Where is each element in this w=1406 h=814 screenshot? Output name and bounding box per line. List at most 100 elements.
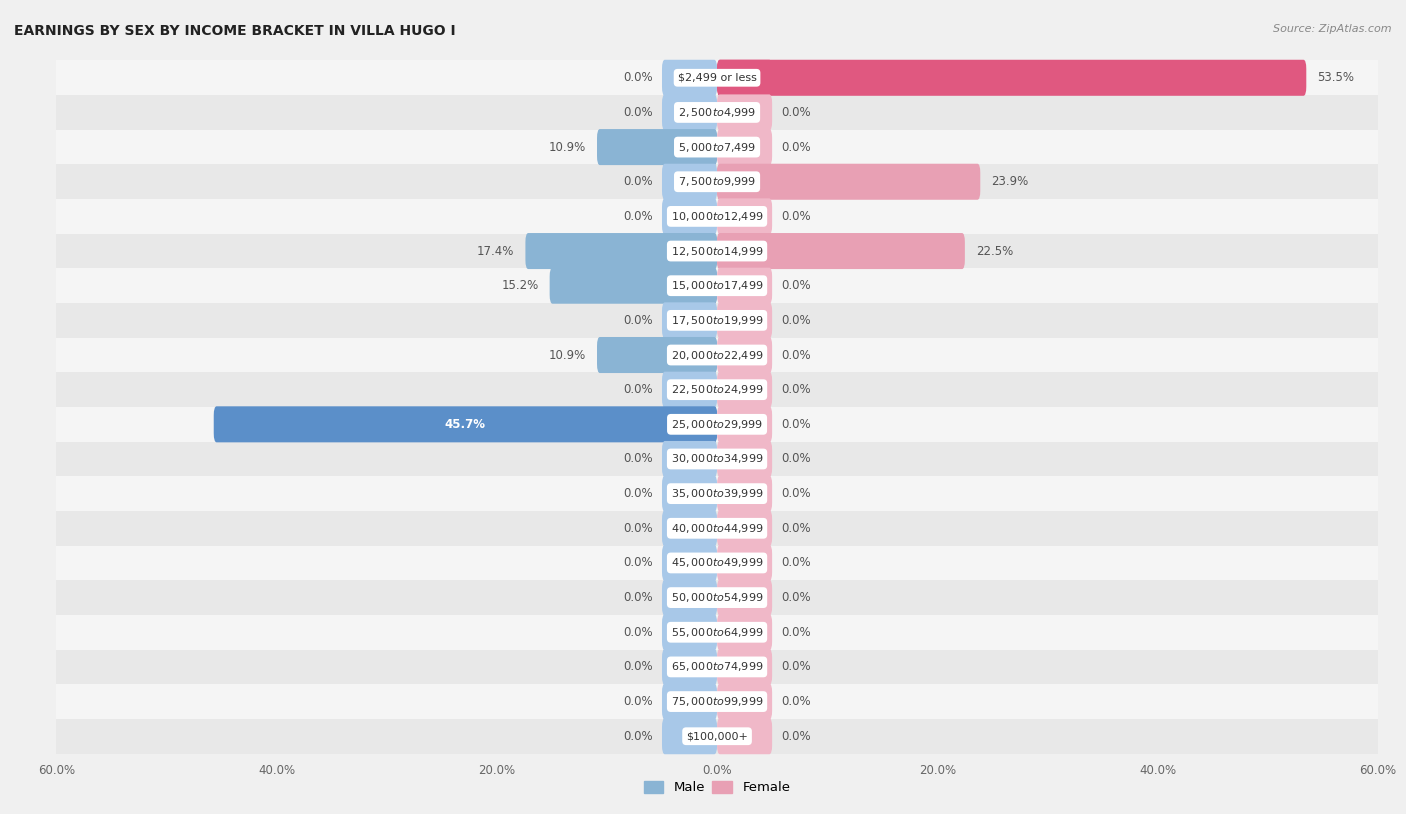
Text: 0.0%: 0.0% [780, 279, 811, 292]
Text: $35,000 to $39,999: $35,000 to $39,999 [671, 487, 763, 500]
FancyBboxPatch shape [56, 442, 1378, 476]
FancyBboxPatch shape [662, 59, 717, 96]
FancyBboxPatch shape [662, 510, 717, 546]
Text: 0.0%: 0.0% [623, 72, 654, 85]
FancyBboxPatch shape [56, 129, 1378, 164]
FancyBboxPatch shape [598, 129, 717, 165]
FancyBboxPatch shape [717, 649, 772, 685]
Text: 10.9%: 10.9% [548, 348, 586, 361]
Text: $5,000 to $7,499: $5,000 to $7,499 [678, 141, 756, 154]
Text: 0.0%: 0.0% [623, 314, 654, 327]
Text: 0.0%: 0.0% [780, 487, 811, 500]
Text: 0.0%: 0.0% [780, 695, 811, 708]
Text: 0.0%: 0.0% [780, 522, 811, 535]
Text: $2,500 to $4,999: $2,500 to $4,999 [678, 106, 756, 119]
Text: 0.0%: 0.0% [780, 314, 811, 327]
FancyBboxPatch shape [56, 338, 1378, 372]
FancyBboxPatch shape [662, 199, 717, 234]
FancyBboxPatch shape [717, 164, 980, 199]
Text: $10,000 to $12,499: $10,000 to $12,499 [671, 210, 763, 223]
Text: Source: ZipAtlas.com: Source: ZipAtlas.com [1274, 24, 1392, 34]
FancyBboxPatch shape [717, 718, 772, 755]
Text: $30,000 to $34,999: $30,000 to $34,999 [671, 453, 763, 466]
FancyBboxPatch shape [56, 60, 1378, 95]
FancyBboxPatch shape [56, 407, 1378, 442]
FancyBboxPatch shape [662, 129, 717, 165]
Text: 0.0%: 0.0% [780, 660, 811, 673]
FancyBboxPatch shape [717, 59, 1306, 96]
FancyBboxPatch shape [662, 615, 717, 650]
Text: 0.0%: 0.0% [623, 626, 654, 639]
Text: $17,500 to $19,999: $17,500 to $19,999 [671, 314, 763, 327]
Text: 0.0%: 0.0% [623, 175, 654, 188]
FancyBboxPatch shape [717, 684, 772, 720]
Text: $40,000 to $44,999: $40,000 to $44,999 [671, 522, 763, 535]
Text: 0.0%: 0.0% [780, 383, 811, 396]
FancyBboxPatch shape [56, 303, 1378, 338]
Text: 53.5%: 53.5% [1317, 72, 1354, 85]
FancyBboxPatch shape [662, 718, 717, 755]
Text: 0.0%: 0.0% [623, 729, 654, 742]
Text: $15,000 to $17,499: $15,000 to $17,499 [671, 279, 763, 292]
FancyBboxPatch shape [717, 545, 772, 581]
FancyBboxPatch shape [662, 684, 717, 720]
Text: $65,000 to $74,999: $65,000 to $74,999 [671, 660, 763, 673]
FancyBboxPatch shape [717, 233, 772, 269]
Text: 10.9%: 10.9% [548, 141, 586, 154]
FancyBboxPatch shape [717, 199, 772, 234]
FancyBboxPatch shape [662, 372, 717, 408]
FancyBboxPatch shape [717, 268, 772, 304]
FancyBboxPatch shape [662, 475, 717, 512]
FancyBboxPatch shape [526, 233, 717, 269]
Text: 45.7%: 45.7% [444, 418, 486, 431]
FancyBboxPatch shape [717, 580, 772, 615]
Text: $20,000 to $22,499: $20,000 to $22,499 [671, 348, 763, 361]
Text: 0.0%: 0.0% [623, 453, 654, 466]
FancyBboxPatch shape [56, 511, 1378, 545]
Text: 0.0%: 0.0% [780, 418, 811, 431]
FancyBboxPatch shape [717, 475, 772, 512]
FancyBboxPatch shape [717, 129, 772, 165]
FancyBboxPatch shape [56, 476, 1378, 511]
Text: $7,500 to $9,999: $7,500 to $9,999 [678, 175, 756, 188]
Text: 0.0%: 0.0% [780, 210, 811, 223]
FancyBboxPatch shape [717, 406, 772, 442]
Text: 23.9%: 23.9% [991, 175, 1029, 188]
Text: 0.0%: 0.0% [780, 106, 811, 119]
Text: 0.0%: 0.0% [780, 141, 811, 154]
Text: 0.0%: 0.0% [780, 348, 811, 361]
Text: 0.0%: 0.0% [623, 383, 654, 396]
Text: EARNINGS BY SEX BY INCOME BRACKET IN VILLA HUGO I: EARNINGS BY SEX BY INCOME BRACKET IN VIL… [14, 24, 456, 38]
FancyBboxPatch shape [56, 615, 1378, 650]
Text: 0.0%: 0.0% [623, 522, 654, 535]
FancyBboxPatch shape [717, 233, 965, 269]
Text: $25,000 to $29,999: $25,000 to $29,999 [671, 418, 763, 431]
Text: 0.0%: 0.0% [623, 487, 654, 500]
Text: 0.0%: 0.0% [780, 729, 811, 742]
Text: $100,000+: $100,000+ [686, 731, 748, 742]
FancyBboxPatch shape [662, 441, 717, 477]
FancyBboxPatch shape [717, 615, 772, 650]
Text: 15.2%: 15.2% [502, 279, 538, 292]
FancyBboxPatch shape [717, 59, 772, 96]
Text: 22.5%: 22.5% [976, 244, 1014, 257]
Text: 0.0%: 0.0% [623, 557, 654, 570]
FancyBboxPatch shape [56, 545, 1378, 580]
FancyBboxPatch shape [717, 372, 772, 408]
FancyBboxPatch shape [717, 441, 772, 477]
FancyBboxPatch shape [717, 510, 772, 546]
FancyBboxPatch shape [662, 580, 717, 615]
FancyBboxPatch shape [56, 580, 1378, 615]
Text: $50,000 to $54,999: $50,000 to $54,999 [671, 591, 763, 604]
FancyBboxPatch shape [56, 199, 1378, 234]
Text: 0.0%: 0.0% [623, 695, 654, 708]
Text: 0.0%: 0.0% [780, 626, 811, 639]
FancyBboxPatch shape [56, 95, 1378, 129]
Text: 0.0%: 0.0% [623, 210, 654, 223]
FancyBboxPatch shape [662, 406, 717, 442]
Text: 17.4%: 17.4% [477, 244, 515, 257]
FancyBboxPatch shape [56, 650, 1378, 685]
Text: $2,499 or less: $2,499 or less [678, 72, 756, 83]
FancyBboxPatch shape [56, 234, 1378, 269]
Text: $55,000 to $64,999: $55,000 to $64,999 [671, 626, 763, 639]
